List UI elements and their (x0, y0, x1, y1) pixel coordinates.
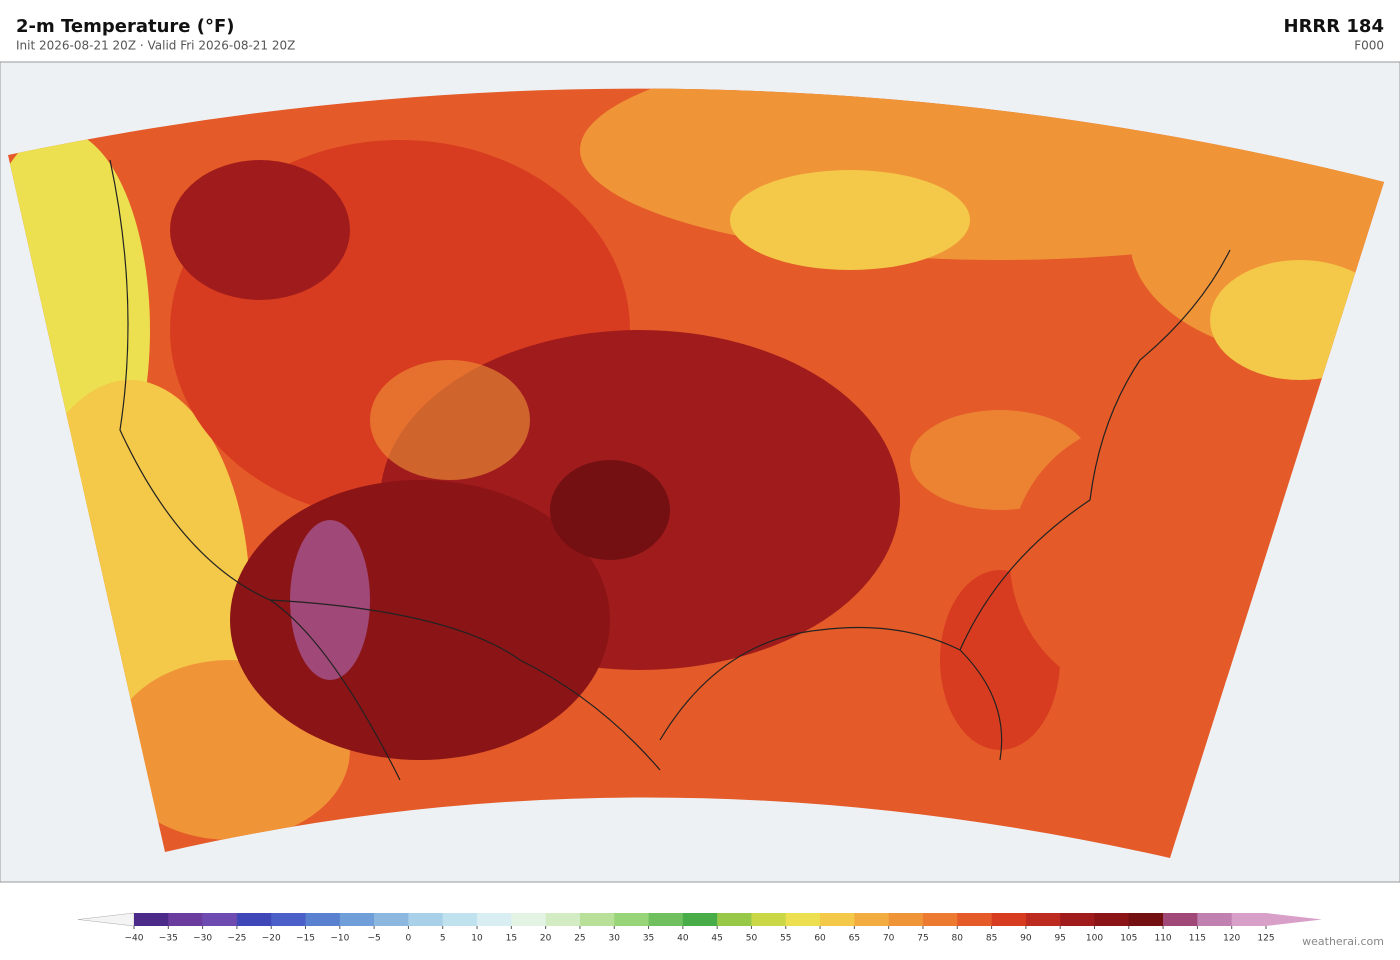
colorbar-tick-label: 25 (574, 934, 585, 944)
colorbar-segment (682, 913, 718, 926)
colorbar-segment (168, 913, 203, 926)
colorbar-tick-label: 85 (986, 934, 997, 944)
colorbar-tick-label: 95 (1054, 934, 1065, 944)
colorbar: −40 −35 −30 −25 −20 −15 −10 −5 0 5 10 15 20 25 30 35 40 4… (77, 912, 1322, 944)
colorbar-over (1266, 913, 1322, 926)
colorbar-tick-label: −10 (330, 934, 349, 944)
colorbar-tick-label: 115 (1189, 934, 1206, 944)
colorbar-segment (888, 913, 924, 926)
colorbar-tick-label: 75 (917, 934, 928, 944)
colorbar-segment (785, 913, 821, 926)
colorbar-segment (717, 913, 752, 926)
colorbar-tick-label: −5 (367, 934, 380, 944)
colorbar-segment (1197, 913, 1232, 926)
colorbar-segment (477, 913, 512, 926)
colorbar-tick-label: 40 (677, 934, 689, 944)
colorbar-tick-label: 60 (814, 934, 826, 944)
colorbar-segment (1094, 913, 1130, 926)
temperature-field (8, 88, 1384, 859)
colorbar-tick-label: 20 (540, 934, 552, 944)
colorbar-tick-label: −20 (262, 934, 281, 944)
colorbar-segment (1128, 913, 1164, 926)
colorbar-tick-label: 5 (440, 934, 446, 944)
model-name: HRRR 184 (1284, 16, 1385, 37)
colorbar-segment (957, 913, 992, 926)
colorbar-tick-label: −40 (125, 934, 144, 944)
colorbar-segment (1231, 913, 1267, 926)
colorbar-segment (511, 913, 546, 926)
colorbar-segment (991, 913, 1027, 926)
colorbar-segment (1025, 913, 1061, 926)
forecast-hour: F000 (1354, 39, 1384, 53)
colorbar-segment (374, 913, 409, 926)
colorbar-tick-label: 35 (643, 934, 654, 944)
colorbar-tick-label: 100 (1086, 934, 1103, 944)
colorbar-tick-label: 70 (883, 934, 895, 944)
colorbar-tick-label: 0 (406, 934, 412, 944)
colorbar-segment (134, 913, 169, 926)
colorbar-tick-label: 30 (609, 934, 621, 944)
colorbar-segment (1163, 913, 1198, 926)
colorbar-segment (271, 913, 306, 926)
colorbar-segment (854, 913, 889, 926)
colorbar-tick-label: 90 (1020, 934, 1032, 944)
colorbar-segment (202, 913, 238, 926)
colorbar-segment (648, 913, 684, 926)
colorbar-tick-label: 65 (849, 934, 860, 944)
colorbar-tick-label: 55 (780, 934, 791, 944)
colorbar-segment (339, 913, 375, 926)
colorbar-tick-label: 80 (952, 934, 964, 944)
colorbar-tick-label: 15 (506, 934, 517, 944)
colorbar-tick-label: 50 (746, 934, 758, 944)
colorbar-tick-label: −35 (159, 934, 178, 944)
coastline (109, 159, 1231, 781)
colorbar-under (77, 912, 135, 927)
colorbar-segment (236, 913, 272, 926)
colorbar-tick-label: 105 (1120, 934, 1137, 944)
colorbar-tick-label: 45 (711, 934, 722, 944)
colorbar-segment (545, 913, 581, 926)
colorbar-segment (305, 913, 341, 926)
colorbar-tick-label: −25 (227, 934, 246, 944)
colorbar-segment (614, 913, 649, 926)
map-subtitle: Init 2026-08-21 20Z · Valid Fri 2026-08-… (16, 39, 295, 53)
credit: weatherai.com (1302, 935, 1384, 948)
map-title: 2-m Temperature (°F) (16, 16, 235, 37)
colorbar-segment (442, 913, 478, 926)
colorbar-segment (922, 913, 958, 926)
colorbar-segment (820, 913, 855, 926)
colorbar-segment (751, 913, 787, 926)
colorbar-tick-label: 125 (1257, 934, 1274, 944)
colorbar-segment (579, 913, 615, 926)
colorbar-segment (1060, 913, 1095, 926)
colorbar-tick-label: 10 (471, 934, 483, 944)
colorbar-tick-label: −30 (193, 934, 212, 944)
colorbar-tick-label: −15 (296, 934, 315, 944)
colorbar-tick-label: 120 (1223, 934, 1240, 944)
colorbar-segment (408, 913, 444, 926)
colorbar-tick-label: 110 (1154, 934, 1171, 944)
